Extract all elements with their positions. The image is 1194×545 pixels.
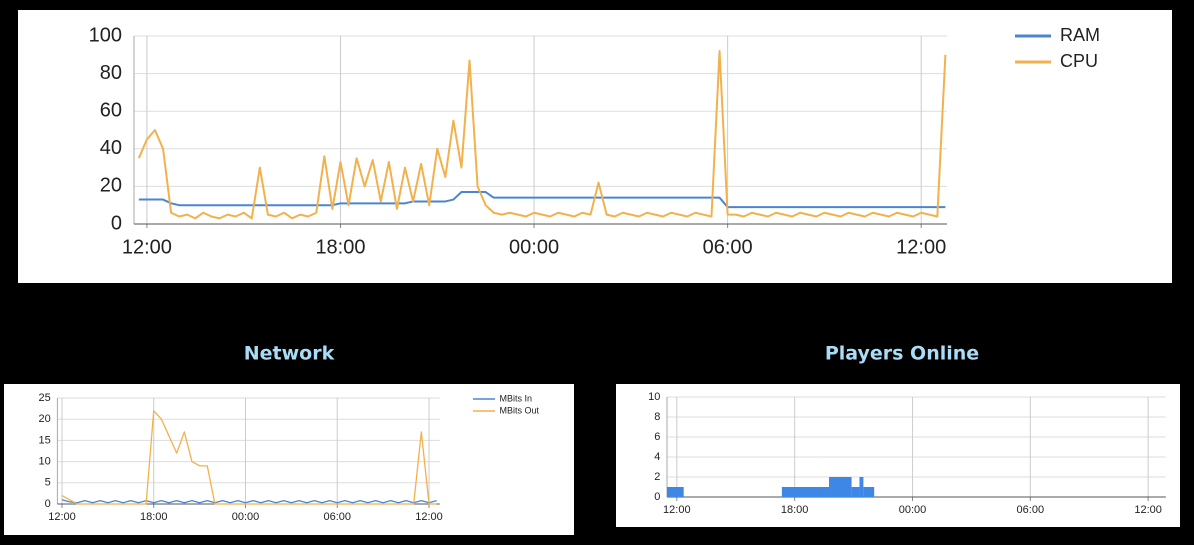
y-tick-label: 2	[654, 471, 660, 483]
y-tick-label: 100	[89, 24, 122, 46]
series-line	[61, 499, 437, 504]
y-tick-label: 15	[39, 434, 51, 446]
x-tick-label: 12:00	[663, 504, 691, 516]
x-tick-label: 12:00	[122, 236, 172, 258]
y-tick-label: 20	[39, 413, 51, 425]
y-tick-label: 40	[100, 137, 122, 159]
y-tick-label: 6	[654, 431, 660, 443]
bar	[851, 487, 860, 497]
series-line	[137, 50, 947, 220]
chart-panel	[616, 384, 1180, 527]
y-tick-label: 8	[654, 411, 660, 423]
legend-label: RAM	[1060, 25, 1100, 45]
y-tick-label: 4	[654, 451, 660, 463]
bar	[859, 477, 864, 497]
x-tick-label: 00:00	[232, 511, 260, 523]
chart-panel	[18, 10, 1172, 283]
series-line	[61, 410, 437, 505]
x-tick-label: 12:00	[415, 511, 443, 523]
series-line	[138, 191, 946, 209]
bar	[781, 487, 830, 497]
y-tick-label: 80	[100, 62, 122, 84]
bar	[863, 487, 875, 497]
x-tick-label: 06:00	[323, 511, 351, 523]
bar	[667, 487, 684, 497]
x-tick-label: 18:00	[781, 504, 809, 516]
x-tick-label: 12:00	[896, 236, 946, 258]
x-tick-label: 00:00	[509, 236, 559, 258]
legend-label: MBits Out	[500, 405, 540, 415]
x-tick-label: 18:00	[140, 511, 168, 523]
y-tick-label: 0	[111, 212, 122, 234]
y-tick-label: 10	[39, 456, 51, 468]
x-tick-label: 12:00	[1134, 504, 1162, 516]
y-tick-label: 10	[648, 391, 660, 403]
chart-title: Players Online	[825, 343, 979, 365]
x-tick-label: 06:00	[703, 236, 753, 258]
x-tick-label: 12:00	[48, 511, 76, 523]
legend-label: CPU	[1060, 51, 1098, 71]
y-tick-label: 0	[45, 498, 51, 510]
x-tick-label: 18:00	[315, 236, 365, 258]
legend-label: MBits In	[500, 393, 533, 403]
chart-panel	[4, 384, 574, 535]
x-tick-label: 00:00	[899, 504, 927, 516]
x-tick-label: 06:00	[1017, 504, 1045, 516]
y-tick-label: 20	[100, 175, 122, 197]
chart-title: Network	[244, 343, 335, 365]
bar	[829, 477, 852, 497]
y-tick-label: 5	[45, 477, 51, 489]
y-tick-label: 0	[654, 491, 660, 503]
y-tick-label: 60	[100, 99, 122, 121]
y-tick-label: 25	[39, 392, 51, 404]
